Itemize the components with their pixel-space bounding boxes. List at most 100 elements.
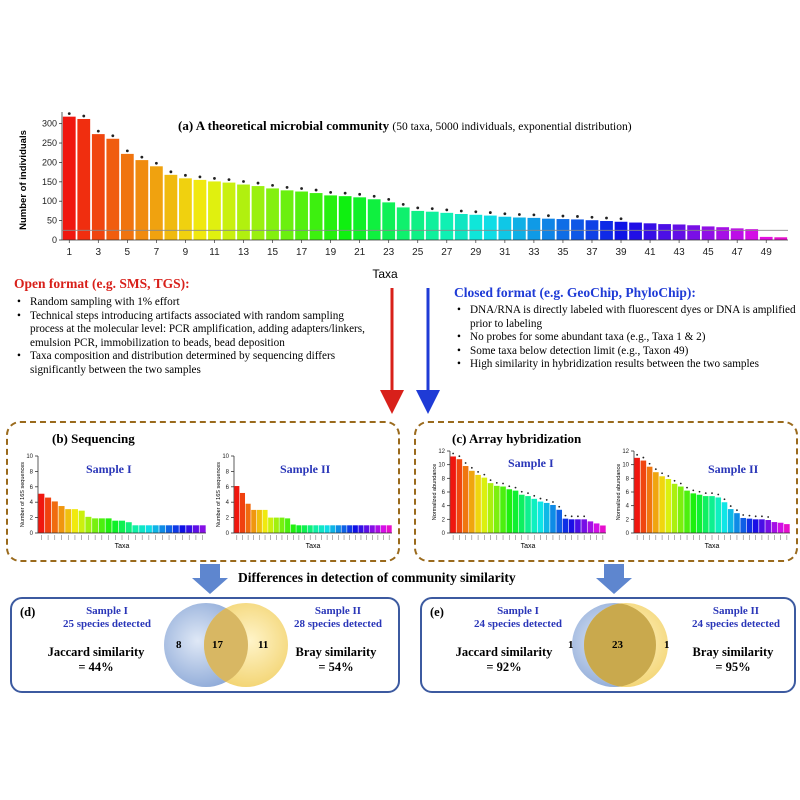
significance-dot [256,181,260,185]
bar [192,525,199,533]
panel-e-sample1-name: Sample I [497,605,539,617]
bar [239,492,246,533]
similarity-section-title: Differences in detection of community si… [238,570,516,585]
venn-e-only1: 1 [568,639,574,651]
bar [658,224,671,240]
bar [386,525,392,533]
down-arrow-right [596,564,632,594]
significance-dot [539,497,542,500]
down-arrow-left [192,564,228,594]
significance-dot [704,492,707,494]
significance-dot [754,515,757,518]
bar [593,523,600,533]
bar [118,520,126,533]
venn-e-only2: 1 [664,639,670,651]
y-tick-label: 0 [626,531,630,537]
bar [324,195,338,240]
bar [677,486,684,533]
significance-dot [590,215,594,219]
bar [475,474,481,533]
sequencing-similarity-box: (d) Sample I 25 species detected Sample … [10,597,400,693]
significance-dot [717,493,720,496]
y-tick-label: 6 [626,490,630,496]
significance-dot [372,194,376,198]
bar [78,510,85,533]
panel-d-jaccard-label: Jaccard similarity [47,645,145,659]
sequencing-panel-title: (b) Sequencing [52,431,135,446]
bar [500,486,506,533]
panel-d-bray-value: = 54% [318,660,354,674]
array-sample2-label: Sample II [708,462,759,476]
bar [640,460,647,533]
bar [709,496,715,533]
sequencing-sample1-label: Sample I [86,462,132,476]
bar [65,509,72,533]
significance-dot [605,216,608,220]
bar [469,470,475,533]
bar [193,179,207,240]
y-tick-label: 250 [42,138,57,148]
significance-dot [742,514,745,516]
bar [498,216,512,240]
bar [318,525,325,533]
bar [537,501,544,533]
significance-dot [198,175,202,179]
significance-dot [458,455,461,458]
significance-dot [654,468,657,471]
y-tick-label: 8 [442,476,446,482]
array-similarity-box: (e) Sample I 24 species detected Sample … [420,597,796,693]
significance-dot [154,161,158,165]
significance-dot [583,515,586,518]
bar [245,503,251,533]
bar [341,525,347,533]
sequencing-sample2-label: Sample II [280,462,331,476]
bar [208,181,221,240]
bar [347,525,353,533]
significance-dot [300,187,303,190]
bar [301,525,308,533]
panel-d-sample2-name: Sample II [314,605,362,617]
array-sample1-label: Sample I [508,456,554,470]
bar [296,525,302,533]
array-panel-title: (c) Array hybridization [452,431,582,446]
bar [483,215,497,240]
bar [690,493,697,533]
bar [285,518,291,533]
bar [716,227,730,240]
bar [784,524,790,533]
panel-e-bray: Bray similarity = 95% [674,645,792,675]
significance-dot [723,498,726,501]
bar [85,516,92,533]
panel-e-sample1-detected: 24 species detected [474,618,562,630]
main-chart-title-text: (a) A theoretical microbial community [178,118,390,133]
panel-d-sample1: Sample I 25 species detected [52,605,162,631]
y-tick-label: 12 [622,449,629,455]
bar [106,138,120,240]
significance-dot [736,509,738,512]
bar [309,193,323,240]
bar [715,497,722,533]
bar [727,509,734,533]
bar [199,525,206,533]
sequencing-charts: 0 2 4 6 8 10 Taxa Number of 16S sequences 0 2 4 6 8 1… [20,454,392,550]
significance-dot [527,492,529,494]
significance-dot [358,192,362,196]
open-format-title: Open format (e.g. SMS, TGS): [14,276,190,291]
x-tick-label: 17 [296,247,308,258]
y-tick-label: 2 [226,516,230,522]
significance-dot [692,489,695,492]
x-tick-label: 25 [412,247,424,258]
significance-dot [570,515,573,518]
significance-dot [547,214,550,218]
bar [139,525,146,533]
y-tick-label: 4 [626,504,630,510]
x-tick-label: 33 [528,247,540,258]
bar [338,196,352,240]
y-tick-label: 0 [30,531,34,537]
x-tick-label: 41 [644,247,656,258]
bar [369,525,375,533]
bar [634,457,640,533]
bar [324,525,330,533]
panel-e-jaccard-value: = 92% [486,660,522,674]
bar [771,522,778,533]
